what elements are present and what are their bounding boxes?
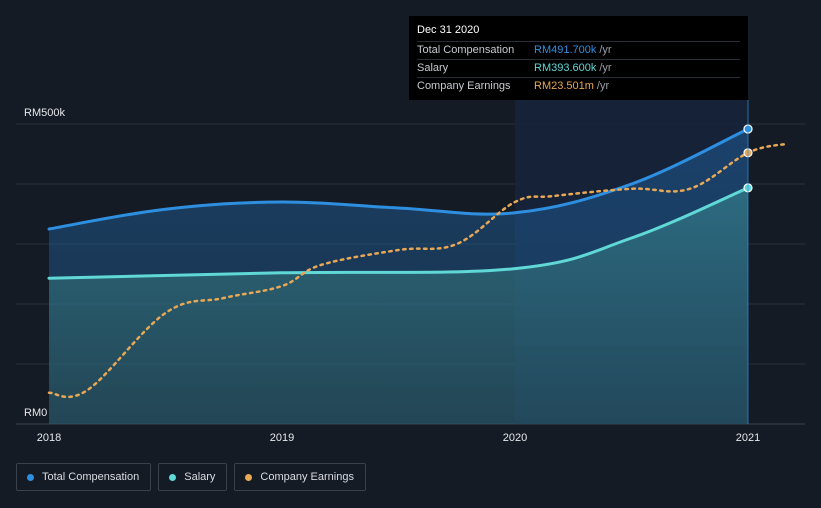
legend-item-company-earnings[interactable]: Company Earnings <box>234 463 366 491</box>
tooltip-value: RM23.501m <box>534 80 594 92</box>
tooltip-unit: /yr <box>599 62 612 74</box>
legend-dot-icon <box>245 473 253 481</box>
legend-item-salary[interactable]: Salary <box>158 463 228 491</box>
tooltip-unit: /yr <box>599 44 612 56</box>
tooltip-row-total: Total Compensation RM491.700k /yr <box>417 41 740 59</box>
x-tick-label: 2021 <box>736 432 760 444</box>
legend: Total Compensation Salary Company Earnin… <box>16 463 366 491</box>
x-tick-label: 2018 <box>37 432 61 444</box>
tooltip: Dec 31 2020 Total Compensation RM491.700… <box>409 16 748 100</box>
legend-dot-icon <box>169 473 177 481</box>
tooltip-label: Total Compensation <box>417 44 515 56</box>
y-tick-label: RM0 <box>24 407 47 419</box>
tooltip-date: Dec 31 2020 <box>417 24 480 36</box>
tooltip-row-salary: Salary RM393.600k /yr <box>417 59 740 77</box>
tooltip-label: Salary <box>417 62 449 74</box>
x-tick-label: 2020 <box>503 432 527 444</box>
legend-label: Company Earnings <box>260 471 354 483</box>
tooltip-label: Company Earnings <box>417 80 511 92</box>
legend-label: Total Compensation <box>42 471 140 483</box>
tooltip-row-earnings: Company Earnings RM23.501m /yr <box>417 77 740 95</box>
tooltip-value: RM491.700k <box>534 44 597 56</box>
salary-area <box>49 187 748 424</box>
total-compensation-line <box>47 127 750 231</box>
salary-line <box>47 186 750 280</box>
tooltip-unit: /yr <box>596 80 610 92</box>
y-tick-label: RM500k <box>24 107 65 119</box>
tooltip-value: RM393.600k <box>534 62 597 74</box>
legend-item-total-compensation[interactable]: Total Compensation <box>16 463 152 491</box>
legend-dot-icon <box>27 473 34 481</box>
company-earnings-line <box>47 142 789 399</box>
chart-plot: 2018 2019 2020 2021 RM0 RM500k <box>16 94 805 444</box>
legend-label: Salary <box>184 471 216 483</box>
x-tick-label: 2019 <box>270 432 294 444</box>
